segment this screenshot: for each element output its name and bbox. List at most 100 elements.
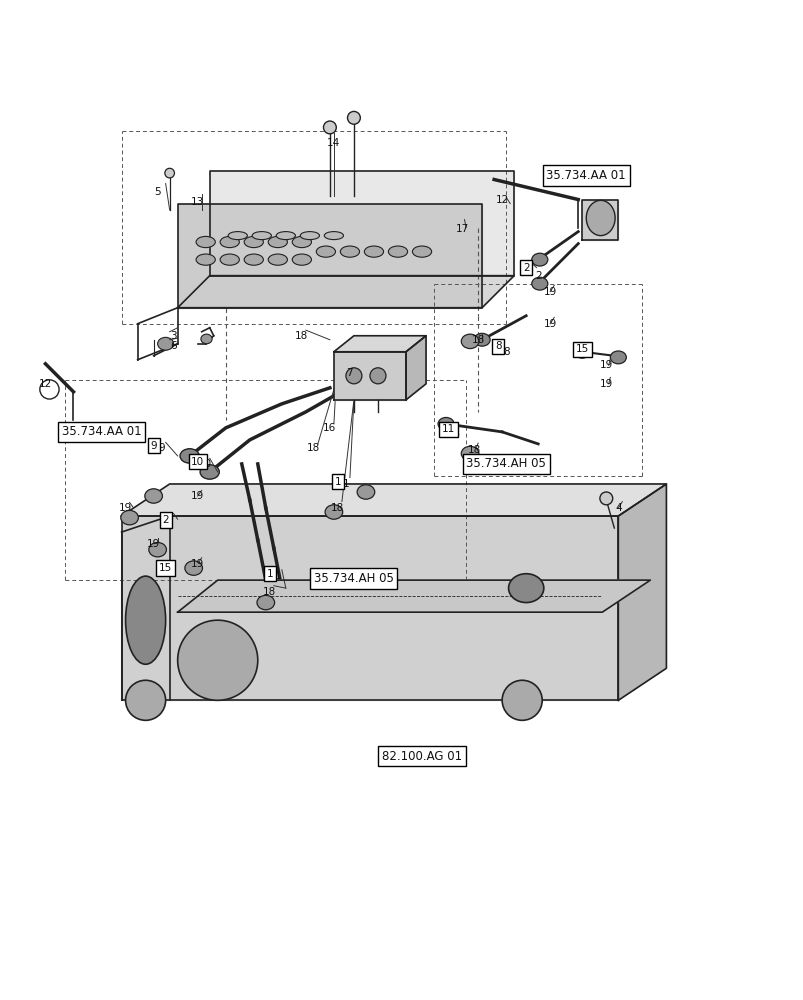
Text: 19: 19 (191, 491, 204, 501)
Polygon shape (210, 171, 514, 276)
Ellipse shape (252, 232, 271, 240)
Ellipse shape (369, 368, 385, 384)
Text: 18: 18 (307, 443, 320, 453)
Ellipse shape (531, 253, 547, 266)
Text: 10: 10 (191, 457, 204, 467)
Ellipse shape (323, 121, 336, 134)
Ellipse shape (201, 334, 212, 344)
Ellipse shape (268, 254, 287, 265)
Ellipse shape (220, 236, 239, 248)
Ellipse shape (508, 574, 543, 603)
Ellipse shape (364, 246, 383, 257)
Ellipse shape (357, 485, 374, 499)
Polygon shape (333, 336, 426, 352)
Ellipse shape (257, 595, 275, 610)
Ellipse shape (157, 337, 173, 350)
Ellipse shape (291, 236, 311, 248)
Text: 15: 15 (579, 348, 592, 358)
Ellipse shape (196, 236, 215, 248)
Ellipse shape (185, 561, 202, 575)
Polygon shape (406, 336, 426, 400)
Ellipse shape (347, 111, 360, 124)
Text: 17: 17 (455, 224, 468, 234)
Polygon shape (177, 276, 514, 308)
Text: 2: 2 (166, 515, 173, 525)
Ellipse shape (599, 492, 612, 505)
Ellipse shape (388, 246, 407, 257)
Polygon shape (177, 204, 482, 308)
Text: 18: 18 (295, 331, 308, 341)
Ellipse shape (125, 576, 165, 664)
Text: 2: 2 (522, 263, 529, 273)
Polygon shape (121, 484, 666, 516)
Text: 11: 11 (442, 424, 454, 434)
Text: 1: 1 (342, 479, 349, 489)
Text: 10: 10 (199, 459, 212, 469)
Ellipse shape (149, 542, 166, 557)
Ellipse shape (177, 620, 258, 700)
Ellipse shape (573, 345, 589, 358)
Text: 1: 1 (334, 477, 340, 487)
Ellipse shape (145, 489, 162, 503)
Polygon shape (333, 352, 406, 400)
Ellipse shape (120, 510, 138, 525)
Text: 35.734.AH 05: 35.734.AH 05 (314, 572, 393, 585)
Polygon shape (581, 200, 618, 240)
Ellipse shape (316, 246, 335, 257)
Ellipse shape (609, 351, 626, 364)
Text: 35.734.AA 01: 35.734.AA 01 (62, 425, 141, 438)
Ellipse shape (165, 168, 174, 178)
Text: 15: 15 (575, 344, 588, 354)
Text: 19: 19 (147, 539, 160, 549)
Ellipse shape (196, 254, 215, 265)
Text: 12: 12 (495, 195, 508, 205)
Polygon shape (618, 484, 666, 700)
Text: 2: 2 (534, 271, 541, 281)
Text: 15: 15 (159, 563, 172, 573)
Ellipse shape (412, 246, 431, 257)
Text: 5: 5 (154, 187, 161, 197)
Ellipse shape (180, 449, 199, 463)
Text: 18: 18 (471, 335, 484, 345)
Text: 9: 9 (150, 441, 157, 451)
Text: 35.734.AA 01: 35.734.AA 01 (546, 169, 626, 182)
Text: 19: 19 (119, 503, 132, 513)
Ellipse shape (291, 254, 311, 265)
Ellipse shape (474, 333, 490, 346)
Ellipse shape (345, 368, 361, 384)
Text: 19: 19 (599, 360, 612, 370)
Ellipse shape (585, 200, 614, 236)
Polygon shape (121, 516, 618, 700)
Polygon shape (121, 516, 169, 700)
Ellipse shape (438, 417, 454, 430)
Text: 35.734.AH 05: 35.734.AH 05 (466, 457, 545, 470)
Ellipse shape (125, 680, 165, 720)
Text: 8: 8 (494, 341, 501, 351)
Text: 15: 15 (163, 563, 176, 573)
Text: 14: 14 (327, 138, 340, 148)
Ellipse shape (220, 254, 239, 265)
Ellipse shape (340, 246, 359, 257)
Text: 19: 19 (599, 379, 612, 389)
Text: 1: 1 (266, 569, 273, 579)
Text: 6: 6 (170, 341, 177, 351)
Text: 19: 19 (543, 287, 556, 297)
Text: 1: 1 (274, 571, 281, 581)
Text: 2: 2 (162, 515, 169, 525)
Text: 16: 16 (323, 423, 336, 433)
Ellipse shape (300, 232, 319, 240)
Ellipse shape (244, 254, 263, 265)
Text: 18: 18 (331, 503, 344, 513)
Text: 8: 8 (502, 347, 509, 357)
Polygon shape (177, 580, 650, 612)
Text: 9: 9 (158, 443, 165, 453)
Text: 7: 7 (346, 368, 353, 378)
Ellipse shape (228, 232, 247, 240)
Text: 4: 4 (614, 503, 621, 513)
Ellipse shape (461, 334, 479, 349)
Ellipse shape (531, 277, 547, 290)
Text: 19: 19 (191, 559, 204, 569)
Text: 3: 3 (170, 331, 177, 341)
Text: 13: 13 (191, 197, 204, 207)
Ellipse shape (276, 232, 295, 240)
